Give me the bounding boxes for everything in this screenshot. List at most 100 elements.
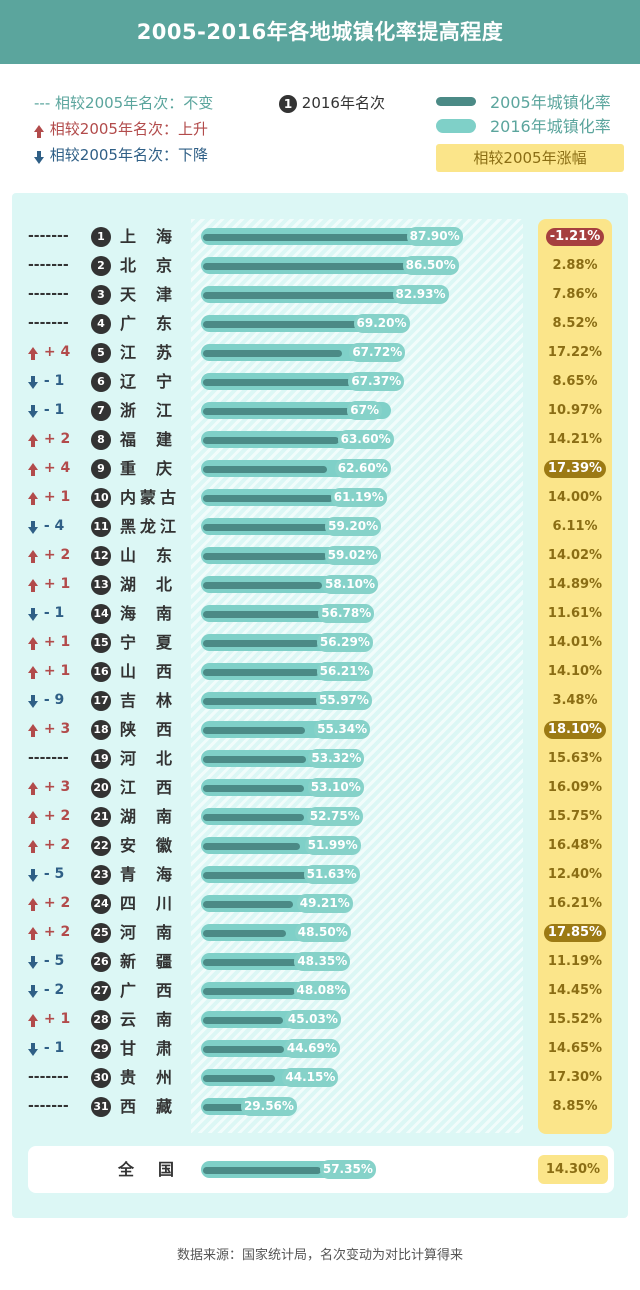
increase-highlight: 17.39% [543, 460, 607, 478]
increase-value: 8.52% [552, 316, 598, 331]
arrow-up-icon [28, 637, 38, 650]
value-label-2016: 52.75% [306, 807, 363, 826]
rank-change: - 1 [28, 396, 84, 425]
bar-2005 [203, 495, 334, 502]
table-row: + 4 9 重庆 62.60% 17.39% [0, 454, 640, 483]
value-label-2016: 87.90% [406, 227, 463, 246]
rank-change: + 4 [28, 454, 84, 483]
bar-2005 [203, 379, 366, 386]
arrow-down-icon [28, 521, 38, 534]
rank-change: - 9 [28, 686, 84, 715]
rank-badge: 29 [91, 1039, 111, 1059]
table-row: ------- 31 西藏 29.56% 8.85% [0, 1092, 640, 1121]
arrow-up-icon [28, 898, 38, 911]
region-name: 陕西 [120, 720, 172, 739]
arrow-up-icon [28, 492, 38, 505]
region-name: 天津 [120, 285, 172, 304]
rank-change: + 2 [28, 831, 84, 860]
rank-badge: 27 [91, 981, 111, 1001]
region-name: 辽宁 [120, 372, 172, 391]
arrow-up-icon [28, 782, 38, 795]
legend-same: --- 相较2005年名次：不变 [34, 94, 214, 112]
increase-value: 7.86% [552, 287, 598, 302]
rank-change: + 2 [28, 802, 84, 831]
table-row: + 1 16 山西 56.21% 14.10% [0, 657, 640, 686]
rank-badge: 9 [91, 459, 111, 479]
region-name: 江西 [120, 778, 172, 797]
bar-2005 [203, 698, 349, 705]
value-label-2016: 86.50% [402, 256, 459, 275]
bar-2005 [203, 756, 307, 763]
increase-value: -1.21% [538, 222, 612, 251]
value-label-2016: 59.02% [324, 546, 381, 565]
legend-down: 相较2005年名次：下降 [34, 144, 208, 165]
rank-change: + 1 [28, 483, 84, 512]
bar-2005 [203, 263, 437, 270]
rank-badge: 23 [91, 865, 111, 885]
arrow-up-icon [28, 811, 38, 824]
value-label-2016: 44.15% [282, 1068, 339, 1087]
region-name: 广东 [120, 314, 172, 333]
increase-value: 14.10% [547, 664, 603, 679]
table-row: + 2 25 河南 48.50% 17.85% [0, 918, 640, 947]
increase-value: 14.02% [547, 548, 603, 563]
arrow-down-icon [28, 869, 38, 882]
bar-2005 [203, 843, 300, 850]
rank-badge: 7 [91, 401, 111, 421]
arrow-down-icon [34, 151, 44, 164]
bar-2005 [203, 814, 305, 821]
value-label-2016: 67.37% [348, 372, 405, 391]
legend-up: 相较2005年名次：上升 [34, 118, 208, 139]
data-source: 数据来源：国家统计局，名次变动为对比计算得来 [176, 1248, 463, 1263]
table-row: + 2 22 安徽 51.99% 16.48% [0, 831, 640, 860]
bar-2005 [203, 988, 295, 995]
value-label-2016: 67.72% [349, 343, 406, 362]
national-increase-box [538, 1155, 608, 1184]
region-name: 宁夏 [120, 633, 172, 652]
arrow-up-icon [28, 1014, 38, 1027]
table-row: ------- 4 广东 69.20% 8.52% [0, 309, 640, 338]
arrow-up-icon [28, 550, 38, 563]
rank-change: + 2 [28, 889, 84, 918]
value-label-2016: 45.03% [284, 1010, 341, 1029]
table-row: - 5 26 新疆 48.35% 11.19% [0, 947, 640, 976]
rank-badge: 4 [91, 314, 111, 334]
bar-2005 [203, 553, 327, 560]
region-name: 上海 [120, 227, 172, 246]
table-row: + 2 8 福建 63.60% 14.21% [0, 425, 640, 454]
table-row: - 4 11 黑龙江 59.20% 6.11% [0, 512, 640, 541]
region-name: 湖南 [120, 807, 172, 826]
region-name: 内蒙古 [120, 488, 176, 507]
value-label-2016: 49.21% [296, 894, 353, 913]
rank-change: ------- [28, 257, 69, 273]
bar-2005 [203, 350, 343, 357]
rank-badge: 18 [91, 720, 111, 740]
rank-change: - 1 [28, 367, 84, 396]
value-label-2016: 56.78% [318, 604, 375, 623]
value-label-2016: 48.08% [293, 981, 350, 1000]
arrow-down-icon [28, 1043, 38, 1056]
value-label-2016: 51.99% [304, 836, 361, 855]
value-label-2016: 48.50% [294, 923, 351, 942]
rank-badge: 3 [91, 285, 111, 305]
bar-2005 [203, 321, 372, 328]
bar-2005 [203, 872, 311, 879]
rank-badge: 10 [91, 488, 111, 508]
national-bar-2005 [203, 1167, 322, 1174]
increase-value: 17.22% [547, 345, 603, 360]
legend-bar-2016 [436, 119, 476, 133]
rank-badge: 13 [91, 575, 111, 595]
legend-label-2005: 2005年城镇化率 [490, 93, 611, 112]
arrow-up-icon [28, 927, 38, 940]
legend-bar-2005 [436, 97, 476, 106]
legend-increase: 相较2005年涨幅 [436, 144, 624, 172]
increase-value: 10.97% [547, 403, 603, 418]
table-row: ------- 3 天津 82.93% 7.86% [0, 280, 640, 309]
region-name: 安徽 [120, 836, 172, 855]
region-name: 山东 [120, 546, 172, 565]
arrow-up-icon [28, 666, 38, 679]
increase-value: 11.61% [547, 606, 603, 621]
table-row: - 5 23 青海 51.63% 12.40% [0, 860, 640, 889]
national-increase-value: 14.30% [545, 1162, 601, 1177]
region-name: 重庆 [120, 459, 172, 478]
